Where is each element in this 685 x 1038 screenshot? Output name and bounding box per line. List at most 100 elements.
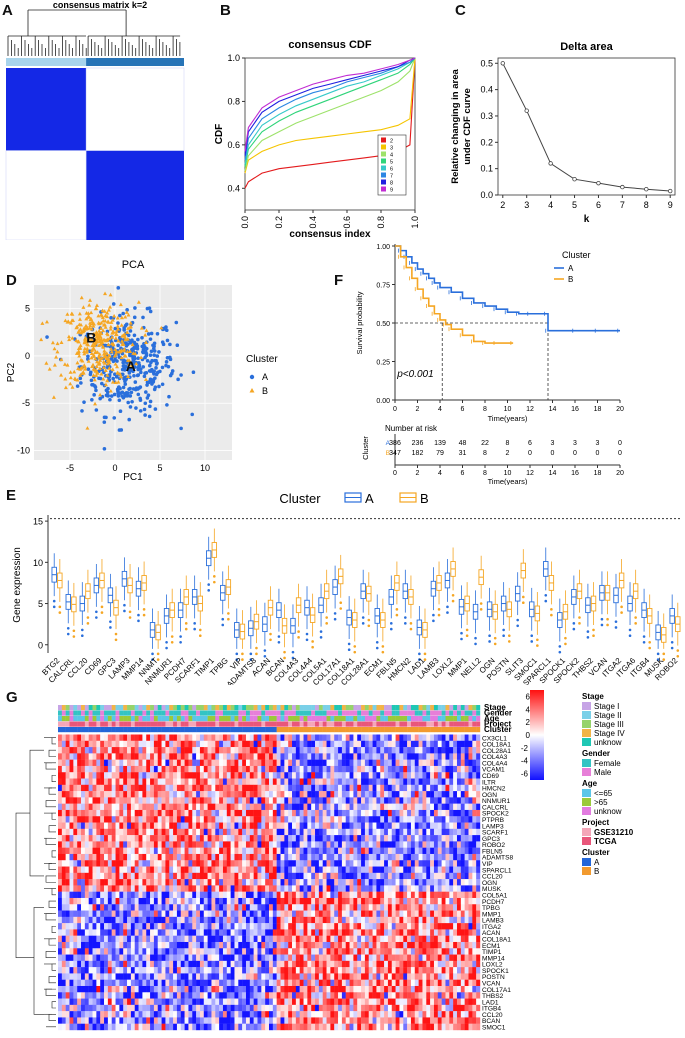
heatmap-cell	[96, 760, 100, 766]
consensus-matrix-title: consensus matrix k=2	[53, 0, 147, 10]
risk-b-count: 0	[528, 450, 532, 457]
annotation-cell	[304, 722, 308, 727]
heatmap-cell	[369, 760, 373, 766]
heatmap-cell	[327, 766, 331, 772]
annotation-cell	[296, 722, 300, 727]
heatmap-cell	[384, 848, 388, 854]
risk-b-count: 8	[483, 450, 487, 457]
annotation-cell	[457, 722, 461, 727]
heatmap-cell	[407, 810, 411, 816]
annotation-cell	[112, 705, 116, 710]
annotation-cell	[415, 711, 419, 716]
heatmap-cell	[307, 760, 311, 766]
box-outlier	[620, 611, 623, 614]
annotation-cell	[250, 716, 254, 721]
box-outlier	[241, 653, 244, 656]
annotation-cell	[181, 716, 185, 721]
heatmap-cell	[231, 804, 235, 810]
annotation-cell	[66, 716, 70, 721]
heatmap-cell	[142, 816, 146, 822]
heatmap-cell	[330, 879, 334, 885]
pca-point-a	[161, 366, 165, 370]
heatmap-cell	[319, 885, 323, 891]
heatmap-cell	[353, 760, 357, 766]
heatmap-cell	[453, 810, 457, 816]
delta-xtick-label: 4	[548, 200, 553, 210]
heatmap-cell	[227, 829, 231, 835]
heatmap-cell	[173, 766, 177, 772]
heatmap-cell	[85, 829, 89, 835]
heatmap-cell	[296, 892, 300, 898]
annotation-cell	[181, 722, 185, 727]
heatmap-cell	[307, 879, 311, 885]
heatmap-cell	[135, 747, 139, 753]
heatmap-cell	[257, 829, 261, 835]
heatmap-cell	[215, 848, 219, 854]
annotation-cell	[445, 716, 449, 721]
heatmap-cell	[135, 772, 139, 778]
heatmap-cell	[58, 804, 62, 810]
heatmap-cell	[181, 835, 185, 841]
heatmap-cell	[311, 804, 315, 810]
annotation-cell	[208, 711, 212, 716]
pca-point-a	[167, 395, 171, 399]
heatmap-cell	[292, 797, 296, 803]
heatmap-cell	[154, 791, 158, 797]
annotation-cell	[181, 727, 185, 732]
heatmap-cell	[81, 747, 85, 753]
heatmap-cell	[181, 867, 185, 873]
heatmap-cell	[273, 854, 277, 860]
heatmap-cell	[238, 810, 242, 816]
box-outlier	[129, 610, 132, 613]
heatmap-cell	[146, 741, 150, 747]
heatmap-cell	[388, 873, 392, 879]
heatmap-cell	[77, 741, 81, 747]
annotation-cell	[165, 722, 169, 727]
heatmap-cell	[438, 829, 442, 835]
heatmap-cell	[300, 860, 304, 866]
heatmap-cell	[246, 760, 250, 766]
annotation-cell	[365, 727, 369, 732]
annotation-cell	[350, 722, 354, 727]
panel-a: A consensus matrix k=2	[0, 0, 195, 240]
heatmap-cell	[442, 841, 446, 847]
heatmap-cell	[419, 892, 423, 898]
heatmap-cell	[242, 772, 246, 778]
heatmap-cell	[257, 741, 261, 747]
heatmap-cell	[196, 791, 200, 797]
annotation-cell	[361, 705, 365, 710]
heatmap-cell	[62, 797, 66, 803]
annotation-cell	[77, 705, 81, 710]
annotation-cell	[392, 727, 396, 732]
heatmap-cell	[472, 741, 476, 747]
heatmap-cell	[422, 797, 426, 803]
pca-point-a	[90, 398, 94, 402]
cdf-legend-label: 8	[390, 181, 393, 187]
annotation-cell	[81, 711, 85, 716]
heatmap-cell	[453, 885, 457, 891]
heatmap-cell	[158, 753, 162, 759]
heatmap-cell	[457, 741, 461, 747]
annotation-cell	[104, 705, 108, 710]
heatmap-cell	[457, 823, 461, 829]
heatmap-cell	[165, 829, 169, 835]
heatmap-cell	[250, 873, 254, 879]
heatmap-cell	[365, 854, 369, 860]
heatmap-cell	[434, 854, 438, 860]
heatmap-cell	[234, 760, 238, 766]
heatmap-cell	[426, 860, 430, 866]
annotation-cell	[330, 727, 334, 732]
annotation-cell	[361, 716, 365, 721]
annotation-cell	[204, 722, 208, 727]
pca-ytick-label: 0	[25, 351, 30, 361]
heatmap-cell	[476, 835, 480, 841]
heatmap-cell	[219, 735, 223, 741]
heatmap-cell	[158, 735, 162, 741]
heatmap-cell	[85, 823, 89, 829]
heatmap-cell	[265, 804, 269, 810]
heatmap-cell	[457, 785, 461, 791]
heatmap-cell	[384, 879, 388, 885]
annotation-cell	[369, 727, 373, 732]
matrix-block-12	[86, 68, 184, 151]
heatmap-cell	[200, 779, 204, 785]
